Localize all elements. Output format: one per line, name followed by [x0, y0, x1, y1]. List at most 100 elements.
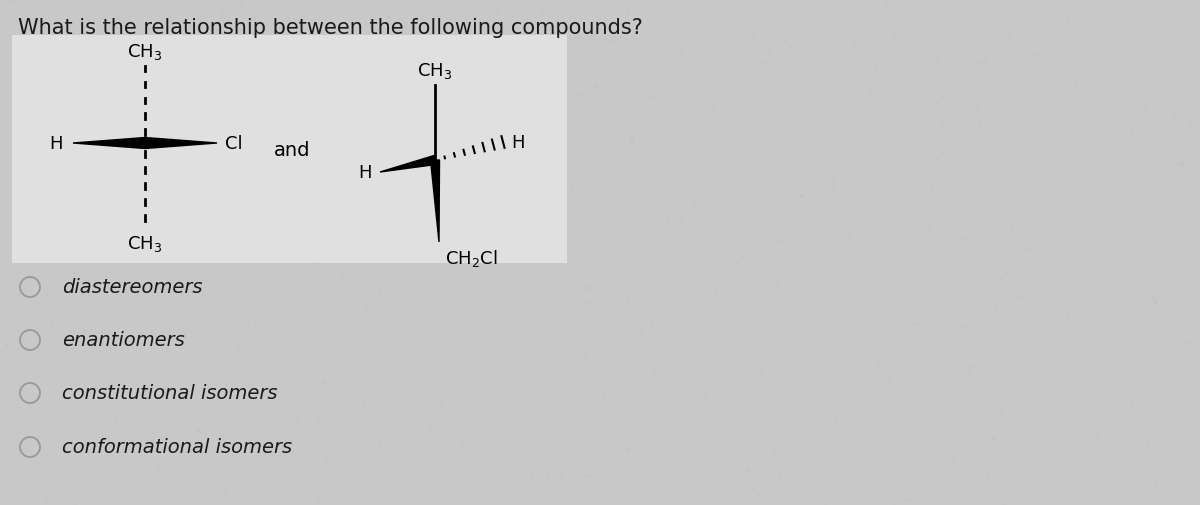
Point — [695, 83, 714, 91]
Point — [1146, 415, 1165, 423]
Point — [942, 350, 961, 358]
Point — [492, 373, 511, 381]
Point — [469, 327, 488, 335]
Point — [342, 43, 361, 51]
Point — [463, 326, 482, 334]
Point — [485, 186, 504, 194]
Point — [640, 205, 659, 213]
Point — [396, 226, 415, 234]
Point — [904, 77, 923, 85]
Point — [192, 160, 211, 168]
Point — [656, 350, 676, 358]
Point — [400, 498, 419, 505]
Point — [91, 144, 110, 152]
Point — [1033, 164, 1052, 172]
Point — [869, 481, 888, 489]
Point — [797, 328, 816, 336]
Point — [649, 224, 668, 232]
Point — [967, 486, 986, 494]
Point — [496, 75, 515, 83]
Point — [1070, 0, 1090, 6]
Point — [200, 24, 220, 32]
Point — [613, 198, 632, 207]
Point — [671, 43, 690, 51]
Point — [40, 115, 59, 123]
Point — [954, 212, 973, 220]
Point — [793, 229, 812, 237]
Point — [724, 166, 743, 174]
Point — [568, 0, 587, 6]
Point — [230, 198, 250, 207]
Point — [826, 333, 845, 341]
Point — [618, 441, 637, 449]
Point — [991, 448, 1010, 457]
Point — [84, 444, 103, 452]
Point — [1001, 343, 1020, 351]
Point — [24, 475, 43, 483]
Point — [770, 473, 790, 481]
Point — [482, 17, 502, 25]
Point — [503, 71, 522, 79]
Point — [1064, 356, 1084, 364]
Point — [943, 476, 962, 484]
Point — [610, 196, 629, 204]
Point — [728, 416, 748, 424]
Point — [102, 345, 121, 353]
Point — [541, 335, 560, 343]
Point — [329, 199, 348, 208]
Point — [668, 449, 688, 457]
Point — [35, 315, 54, 323]
Point — [186, 399, 205, 408]
Point — [200, 9, 220, 17]
Point — [191, 131, 210, 139]
Point — [62, 66, 82, 74]
Point — [512, 274, 532, 282]
Point — [616, 207, 635, 215]
Point — [824, 173, 844, 181]
Point — [1000, 264, 1019, 272]
Point — [94, 296, 113, 305]
Point — [850, 376, 869, 384]
Point — [692, 308, 712, 316]
Point — [668, 466, 688, 474]
Point — [804, 453, 823, 462]
Point — [613, 127, 632, 135]
Point — [696, 392, 715, 400]
Point — [199, 166, 218, 174]
Point — [937, 100, 956, 108]
Point — [536, 159, 556, 167]
Point — [978, 384, 997, 392]
Point — [634, 95, 653, 104]
Point — [1123, 92, 1142, 100]
Point — [188, 36, 208, 44]
Point — [119, 453, 138, 462]
Point — [652, 160, 671, 168]
Point — [821, 319, 840, 327]
Point — [750, 154, 769, 162]
Point — [979, 473, 998, 481]
Point — [293, 36, 312, 44]
Point — [1103, 254, 1122, 262]
Point — [779, 419, 798, 427]
Point — [859, 232, 878, 240]
Point — [842, 207, 862, 215]
Point — [755, 59, 774, 67]
Point — [1045, 65, 1064, 73]
Point — [356, 54, 376, 62]
Point — [820, 166, 839, 174]
Point — [0, 407, 14, 415]
Point — [1109, 232, 1128, 240]
Point — [971, 478, 990, 486]
Point — [536, 306, 556, 314]
Point — [918, 416, 937, 424]
Point — [438, 301, 457, 310]
Point — [157, 180, 176, 188]
Point — [185, 219, 204, 227]
Point — [606, 40, 625, 48]
Point — [1032, 294, 1051, 302]
Point — [84, 54, 103, 62]
Point — [989, 346, 1008, 354]
Point — [983, 456, 1002, 464]
Point — [358, 440, 377, 448]
Point — [241, 126, 260, 134]
